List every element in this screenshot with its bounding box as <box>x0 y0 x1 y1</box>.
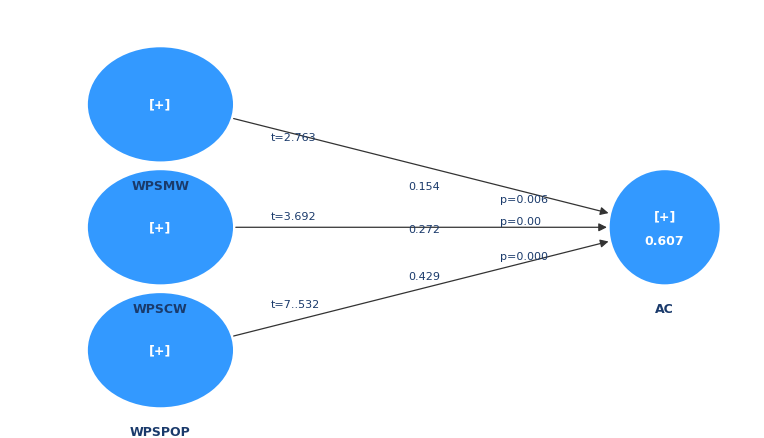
Text: WPSPOP: WPSPOP <box>130 425 191 438</box>
Text: [+]: [+] <box>149 221 172 234</box>
Text: AC: AC <box>656 302 674 315</box>
Text: p=0.000: p=0.000 <box>500 251 549 261</box>
Ellipse shape <box>610 171 720 285</box>
Text: t=2.763: t=2.763 <box>271 133 317 143</box>
Text: p=0.00: p=0.00 <box>500 216 542 226</box>
Text: WPSMW: WPSMW <box>131 180 189 193</box>
Ellipse shape <box>88 171 233 285</box>
Text: [+]: [+] <box>149 344 172 357</box>
Text: t=3.692: t=3.692 <box>271 212 317 222</box>
Ellipse shape <box>88 48 233 162</box>
Text: 0.272: 0.272 <box>409 225 441 235</box>
Text: t=7..532: t=7..532 <box>271 300 320 309</box>
Text: [+]: [+] <box>653 210 676 223</box>
Ellipse shape <box>88 293 233 407</box>
Text: 0.429: 0.429 <box>409 271 441 281</box>
Text: [+]: [+] <box>149 99 172 112</box>
Text: p=0.006: p=0.006 <box>500 194 549 204</box>
Text: 0.154: 0.154 <box>409 181 441 191</box>
Text: 0.607: 0.607 <box>645 234 685 247</box>
Text: WPSCW: WPSCW <box>133 302 188 315</box>
